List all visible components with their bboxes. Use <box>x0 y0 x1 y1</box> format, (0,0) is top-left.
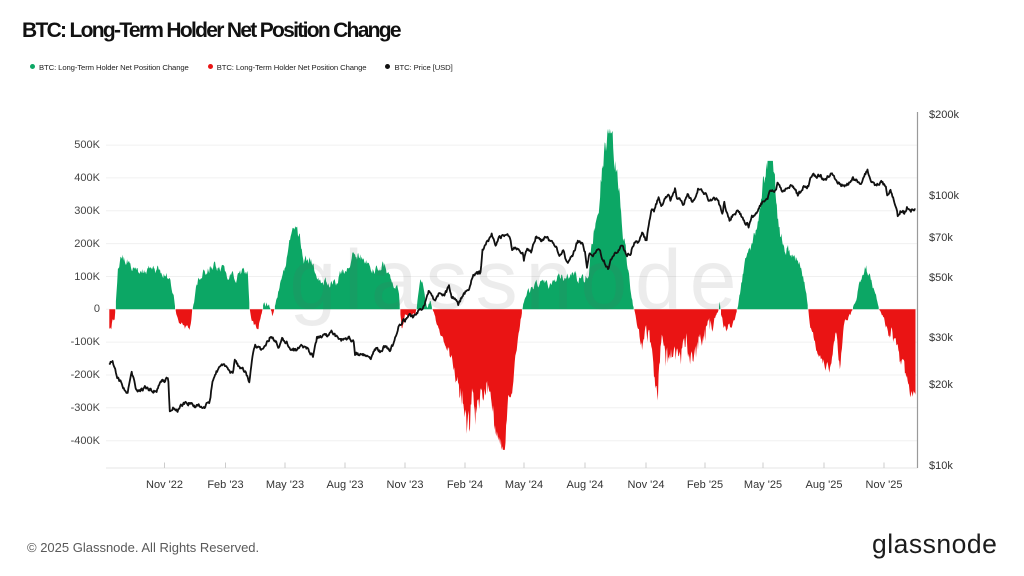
svg-text:glassnode: glassnode <box>290 233 745 327</box>
